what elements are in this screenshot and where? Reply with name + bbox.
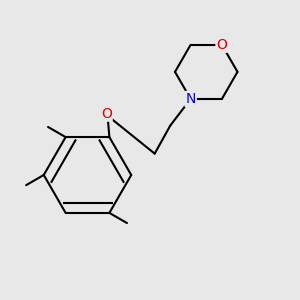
Text: N: N [185,92,196,106]
Text: O: O [101,107,112,121]
Text: O: O [216,38,227,52]
